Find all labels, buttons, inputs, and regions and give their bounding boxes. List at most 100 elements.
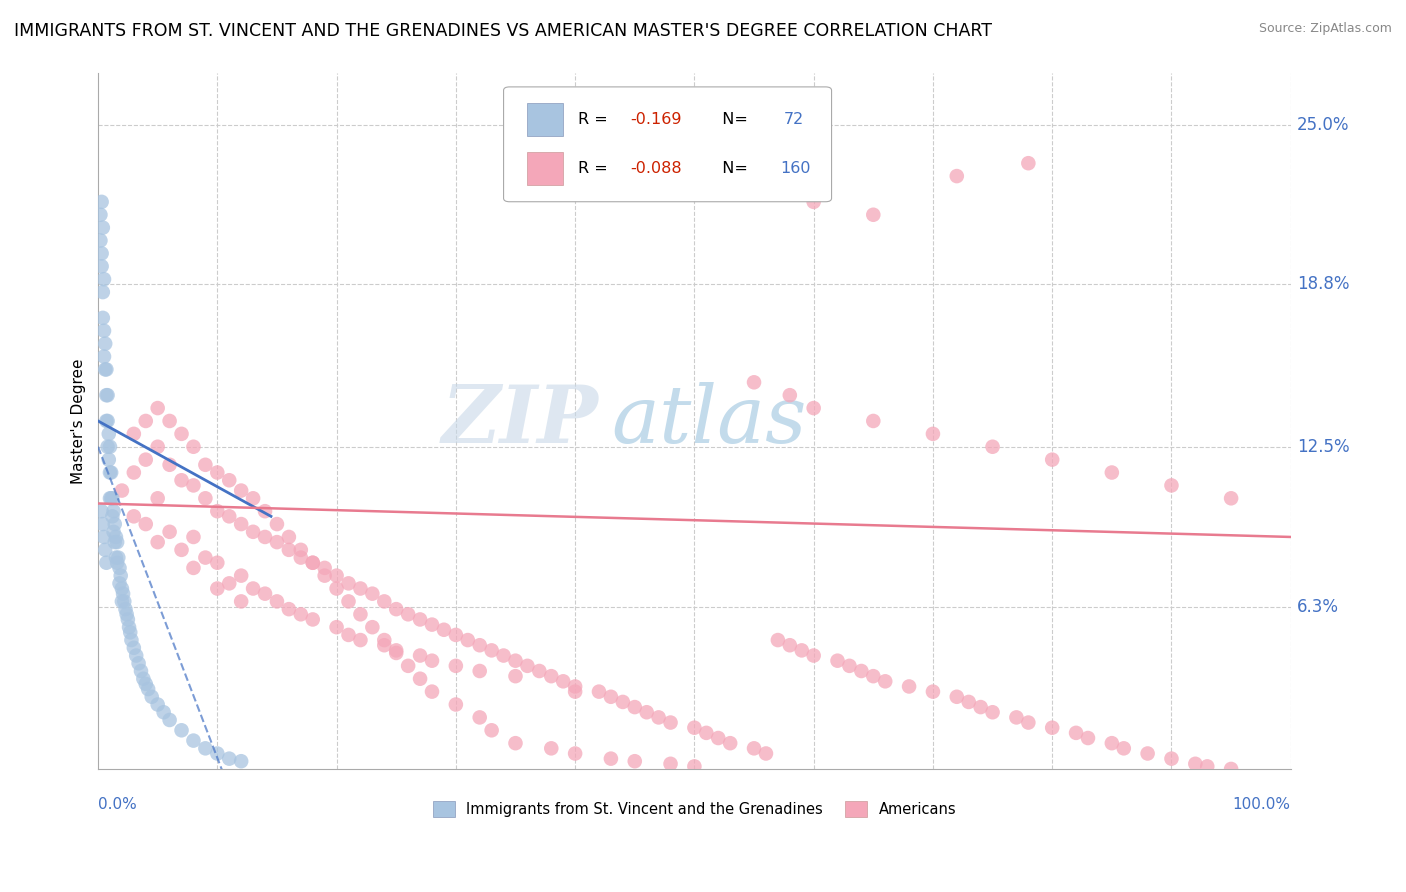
Point: [468, 638, 491, 652]
Text: 12.5%: 12.5%: [1296, 438, 1350, 456]
Point: [396, 658, 419, 673]
Point: [766, 633, 789, 648]
Text: atlas: atlas: [612, 382, 806, 459]
Point: [104, 530, 127, 544]
Point: [112, 587, 135, 601]
Point: [373, 638, 395, 652]
Point: [96, 414, 118, 428]
Point: [242, 582, 264, 596]
Point: [135, 517, 157, 532]
Point: [409, 672, 432, 686]
Point: [481, 723, 503, 738]
Point: [838, 658, 860, 673]
Point: [90, 246, 112, 260]
Point: [97, 452, 120, 467]
Point: [803, 194, 825, 209]
Text: 0.0%: 0.0%: [98, 797, 136, 812]
Point: [159, 713, 181, 727]
Point: [117, 612, 139, 626]
Point: [349, 582, 371, 596]
Point: [183, 561, 205, 575]
Point: [827, 654, 849, 668]
Point: [957, 695, 980, 709]
Point: [420, 617, 443, 632]
Point: [194, 741, 217, 756]
Point: [98, 466, 121, 480]
Point: [1040, 721, 1063, 735]
Point: [981, 440, 1004, 454]
Point: [129, 664, 152, 678]
Point: [875, 674, 897, 689]
Point: [755, 747, 778, 761]
Point: [111, 594, 134, 608]
Point: [100, 491, 122, 506]
Text: Source: ZipAtlas.com: Source: ZipAtlas.com: [1258, 22, 1392, 36]
Text: 18.8%: 18.8%: [1296, 276, 1350, 293]
Point: [120, 633, 142, 648]
Point: [420, 684, 443, 698]
Point: [108, 561, 131, 575]
Point: [290, 542, 312, 557]
Point: [659, 756, 682, 771]
Point: [146, 440, 169, 454]
Point: [803, 401, 825, 415]
Point: [94, 336, 117, 351]
Point: [242, 491, 264, 506]
Point: [207, 556, 229, 570]
Point: [111, 582, 134, 596]
Point: [97, 440, 120, 454]
Point: [194, 491, 217, 506]
Point: [125, 648, 148, 663]
Point: [207, 582, 229, 596]
Point: [742, 376, 765, 390]
Point: [301, 556, 323, 570]
Point: [91, 285, 114, 299]
Point: [1160, 751, 1182, 765]
Point: [96, 388, 118, 402]
Point: [790, 643, 813, 657]
Point: [277, 602, 299, 616]
Point: [373, 594, 395, 608]
Point: [266, 517, 288, 532]
Point: [218, 473, 240, 487]
Point: [564, 747, 586, 761]
Point: [118, 620, 141, 634]
Point: [122, 426, 145, 441]
Point: [231, 568, 253, 582]
Point: [623, 700, 645, 714]
Point: [194, 458, 217, 472]
Point: [695, 726, 717, 740]
Point: [253, 504, 276, 518]
Point: [457, 633, 479, 648]
Point: [115, 607, 138, 622]
Point: [337, 594, 360, 608]
Point: [266, 594, 288, 608]
Point: [101, 491, 124, 506]
Point: [146, 401, 169, 415]
FancyBboxPatch shape: [503, 87, 831, 202]
Point: [444, 698, 467, 712]
Legend: Immigrants from St. Vincent and the Grenadines, Americans: Immigrants from St. Vincent and the Gren…: [426, 794, 963, 824]
Point: [91, 517, 114, 532]
Point: [718, 736, 741, 750]
Point: [1184, 756, 1206, 771]
Point: [647, 710, 669, 724]
Point: [170, 542, 193, 557]
Point: [1101, 466, 1123, 480]
Point: [1005, 710, 1028, 724]
Text: N=: N=: [713, 161, 754, 176]
Point: [481, 643, 503, 657]
Point: [114, 602, 136, 616]
Point: [564, 680, 586, 694]
Point: [564, 684, 586, 698]
Point: [1160, 478, 1182, 492]
Point: [385, 646, 408, 660]
Point: [600, 690, 623, 704]
Point: [96, 362, 118, 376]
Point: [1197, 759, 1219, 773]
Point: [612, 695, 634, 709]
Point: [231, 594, 253, 608]
Point: [183, 733, 205, 747]
Point: [301, 612, 323, 626]
Point: [946, 169, 969, 183]
